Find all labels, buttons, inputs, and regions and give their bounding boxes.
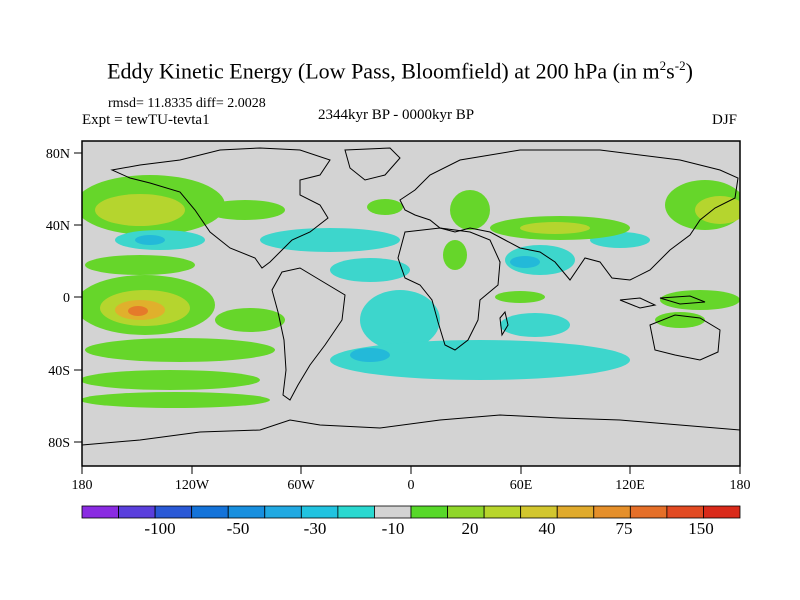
anomaly-natl-green bbox=[367, 199, 403, 215]
colorbar-label-7: 75 bbox=[616, 519, 633, 538]
colorbar-label-3: -30 bbox=[304, 519, 327, 538]
lat-label-0: 0 bbox=[63, 291, 70, 306]
lon-axis: 180 120W 60W 0 60E 120E 180 bbox=[72, 466, 751, 493]
colorbar-segment bbox=[227, 505, 266, 519]
anomaly-africa-green bbox=[443, 240, 467, 270]
anomaly-natl bbox=[260, 228, 400, 252]
colorbar-label-5: 20 bbox=[462, 519, 479, 538]
period-label: 2344kyr BP - 0000kyr BP bbox=[318, 107, 475, 123]
anomaly-subtrop-pac bbox=[85, 255, 195, 275]
anomaly-npacific-core bbox=[95, 194, 185, 226]
colorbar-segment bbox=[447, 505, 485, 519]
anomaly-aus-green-2 bbox=[655, 312, 705, 328]
anomaly-pac-east bbox=[215, 308, 285, 332]
anomaly-satl bbox=[360, 290, 440, 350]
anomaly-asia-neg-core bbox=[510, 256, 540, 268]
anomaly-africa bbox=[500, 313, 570, 337]
anomaly-mideast bbox=[450, 190, 490, 230]
colorbar-segment bbox=[191, 505, 229, 519]
colorbar-segment bbox=[154, 505, 193, 519]
anomaly-west-pac-core bbox=[695, 196, 740, 224]
colorbar-label-6: 40 bbox=[539, 519, 556, 538]
season-label: DJF bbox=[712, 112, 738, 128]
colorbar-segment bbox=[410, 505, 448, 519]
colorbar-label-1: -100 bbox=[144, 519, 175, 538]
anomaly-io-green bbox=[495, 291, 545, 303]
lon-label-180w: 180 bbox=[72, 478, 93, 493]
colorbar-segment bbox=[300, 505, 339, 519]
colorbar-label-8: 150 bbox=[688, 519, 714, 538]
anomaly-npacific-east bbox=[205, 200, 285, 220]
anomaly-trop-pac-max bbox=[128, 306, 148, 316]
colorbar-label-2: -50 bbox=[227, 519, 250, 538]
colorbar-segment bbox=[483, 505, 522, 519]
lon-label-120w: 120W bbox=[175, 478, 210, 493]
chart-title: Eddy Kinetic Energy (Low Pass, Bloomfiel… bbox=[107, 58, 693, 84]
lat-label-40n: 40N bbox=[46, 219, 70, 234]
lon-label-60w: 60W bbox=[287, 478, 315, 493]
anomaly-south-core bbox=[350, 348, 390, 362]
lat-axis: 80N 40N 0 40S 80S bbox=[46, 147, 82, 451]
anomaly-spac-3 bbox=[82, 392, 270, 408]
colorbar-labels: -100 -50 -30 -10 20 40 75 150 bbox=[144, 519, 713, 538]
colorbar-segment bbox=[629, 505, 668, 519]
anomaly-spac-1 bbox=[85, 338, 275, 362]
colorbar-segment bbox=[703, 505, 741, 519]
anomaly-npac-neg-core bbox=[135, 235, 165, 245]
colorbar-segment bbox=[81, 505, 119, 519]
stats-text: rmsd= 11.8335 diff= 2.0028 bbox=[108, 96, 266, 111]
lat-label-80n: 80N bbox=[46, 147, 70, 162]
anomaly-field bbox=[82, 175, 740, 408]
lon-label-180e: 180 bbox=[730, 478, 751, 493]
lat-label-40s: 40S bbox=[48, 364, 70, 379]
lon-label-0: 0 bbox=[408, 478, 415, 493]
anomaly-south-band bbox=[330, 340, 630, 380]
colorbar bbox=[81, 505, 741, 519]
colorbar-segment bbox=[118, 505, 156, 519]
colorbar-segment bbox=[374, 505, 412, 519]
colorbar-segment bbox=[264, 505, 302, 519]
colorbar-segment bbox=[593, 505, 631, 519]
anomaly-spac-2 bbox=[82, 370, 260, 390]
lat-label-80s: 80S bbox=[48, 436, 70, 451]
colorbar-label-4: -10 bbox=[382, 519, 405, 538]
colorbar-segment bbox=[337, 505, 375, 519]
anomaly-eurasia-core bbox=[520, 222, 590, 234]
experiment-label: Expt = tewTU-tevta1 bbox=[82, 112, 210, 128]
lon-label-60e: 60E bbox=[510, 478, 533, 493]
anomaly-trop-atl bbox=[330, 258, 410, 282]
coastlines bbox=[82, 147, 740, 446]
colorbar-segment bbox=[520, 505, 558, 519]
colorbar-segment bbox=[556, 505, 595, 519]
colorbar-segment bbox=[666, 505, 704, 519]
lon-label-120e: 120E bbox=[615, 478, 645, 493]
